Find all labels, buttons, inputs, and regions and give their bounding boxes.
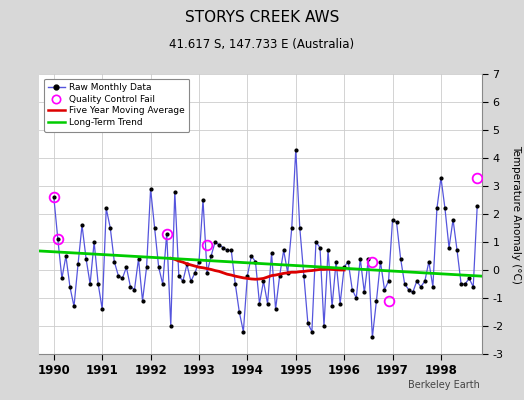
Text: Berkeley Earth: Berkeley Earth: [408, 380, 479, 390]
Y-axis label: Temperature Anomaly (°C): Temperature Anomaly (°C): [510, 144, 520, 284]
Legend: Raw Monthly Data, Quality Control Fail, Five Year Moving Average, Long-Term Tren: Raw Monthly Data, Quality Control Fail, …: [44, 78, 189, 132]
Text: STORYS CREEK AWS: STORYS CREEK AWS: [185, 10, 339, 25]
Text: 41.617 S, 147.733 E (Australia): 41.617 S, 147.733 E (Australia): [169, 38, 355, 51]
